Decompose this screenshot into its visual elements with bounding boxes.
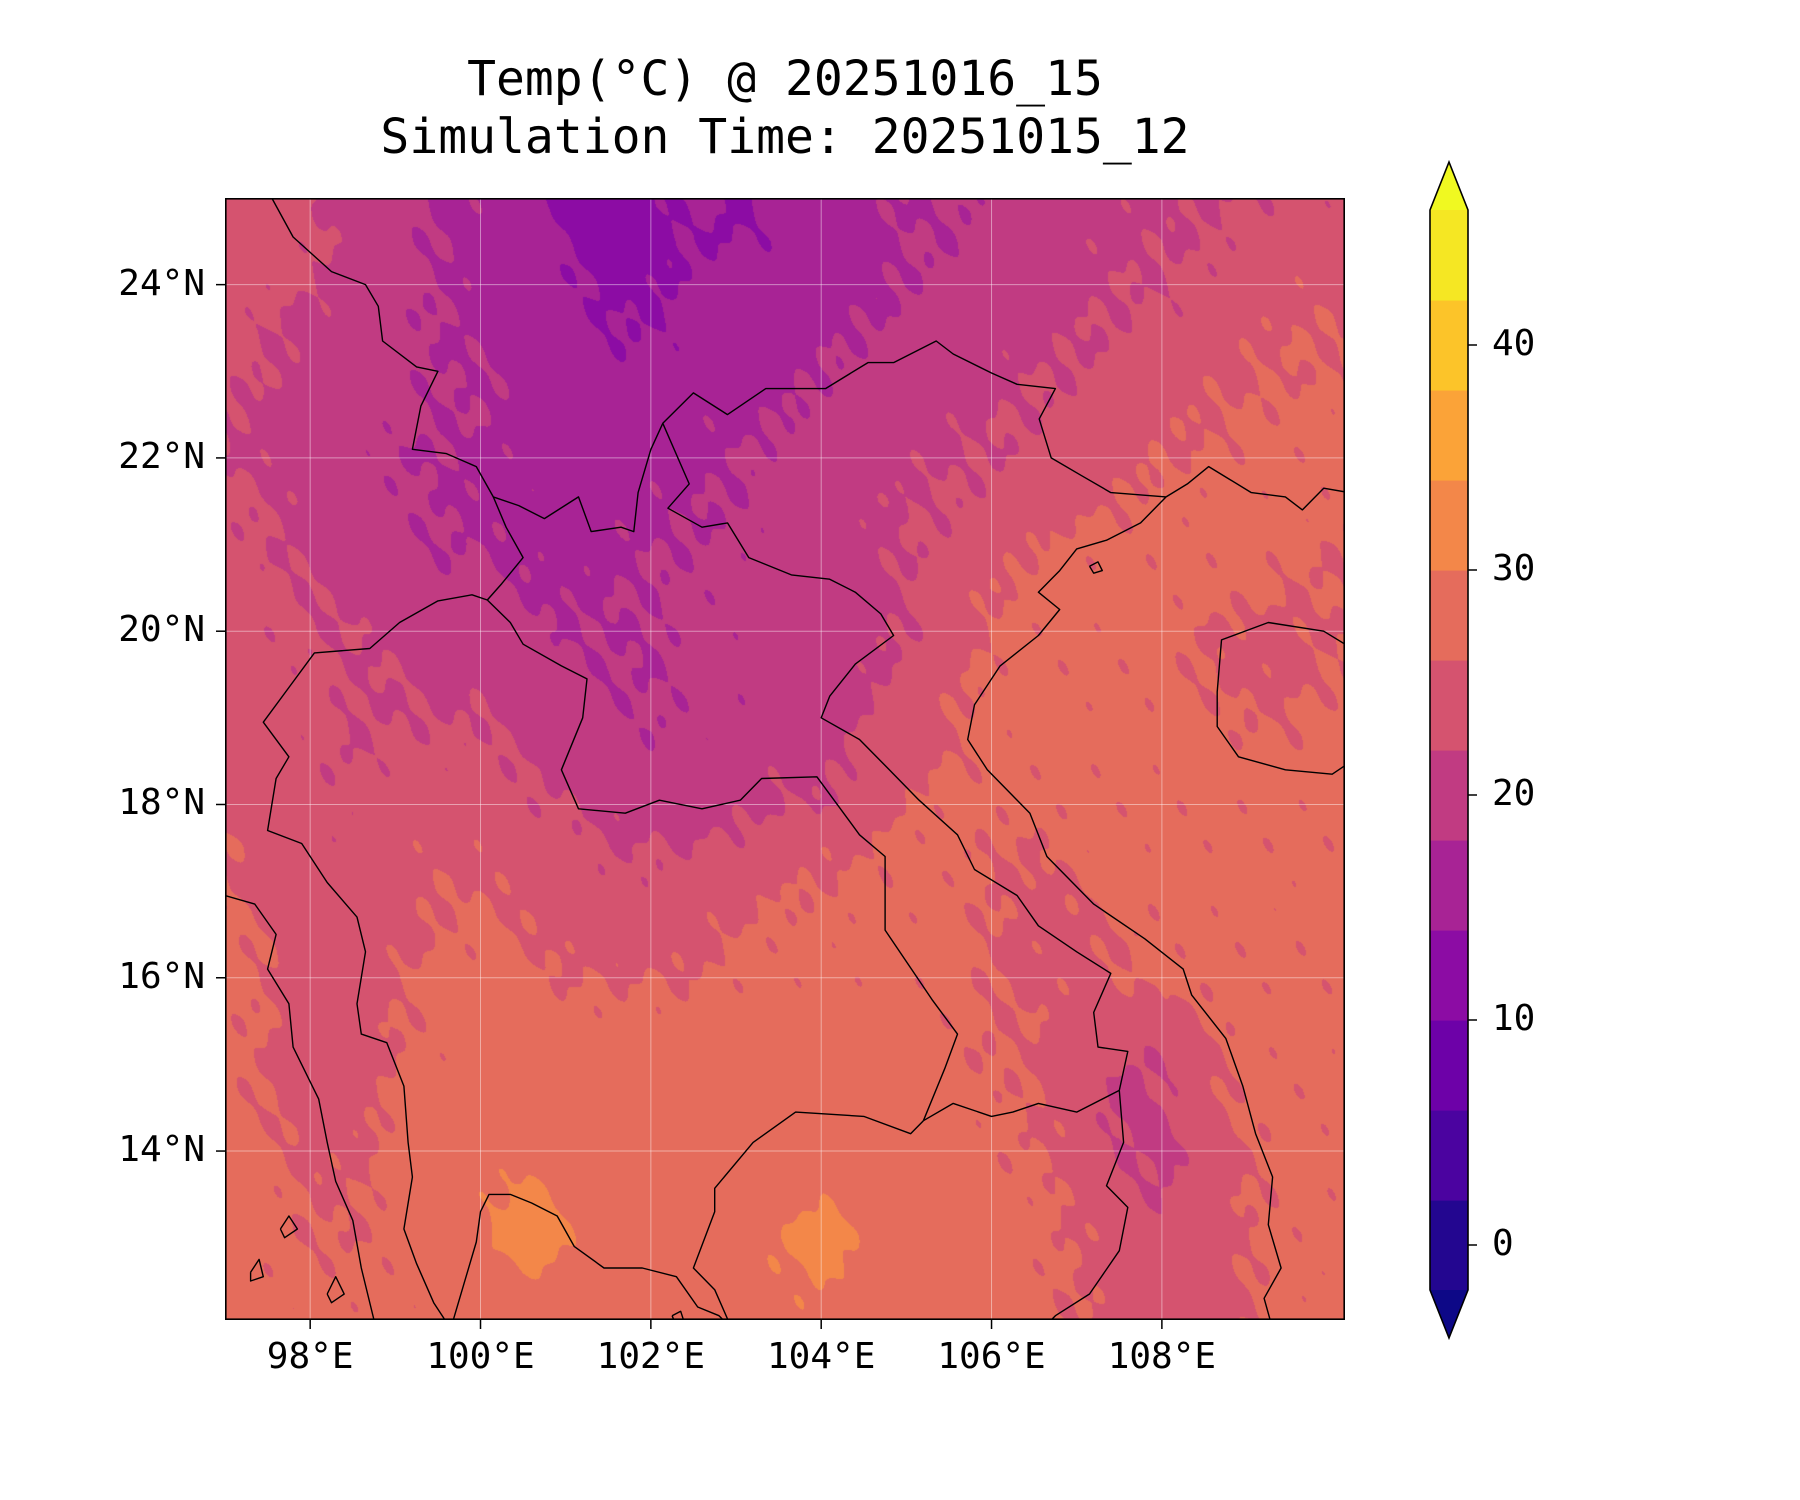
myanmar-laos-border xyxy=(486,496,524,601)
laos-vietnam-border xyxy=(662,423,1129,1091)
colorbar-tick-label: 40 xyxy=(1492,323,1536,364)
andaman-island-2 xyxy=(326,1275,345,1304)
colorbar-tick-label: 0 xyxy=(1492,1223,1514,1264)
thailand-laos-border xyxy=(486,599,959,1121)
laos-cambodia-border xyxy=(923,1089,1120,1122)
y-tick-label: 18°N xyxy=(118,782,205,824)
figure-title: Temp(°C) @ 20251016_15 Simulation Time: … xyxy=(225,50,1345,166)
andaman-island-3 xyxy=(249,1258,264,1282)
y-tick-label: 20°N xyxy=(118,609,205,651)
x-tick-label: 104°E xyxy=(767,1336,876,1377)
halong-island xyxy=(1088,561,1103,574)
gulf-of-thailand-coastline xyxy=(452,1193,725,1320)
map-plot-area xyxy=(216,198,1346,1329)
colorbar xyxy=(1429,159,1477,1341)
andaman-island-1 xyxy=(279,1215,299,1239)
x-tick-label: 108°E xyxy=(1107,1336,1217,1377)
y-tick-label: 16°N xyxy=(118,955,205,997)
hainan-coastline xyxy=(1216,621,1345,775)
y-tick-label: 24°N xyxy=(118,262,205,304)
colorbar-over-arrow xyxy=(1430,162,1468,210)
ko-chang-island xyxy=(671,1310,685,1320)
colorbar-tick-label: 30 xyxy=(1492,548,1536,589)
x-tick-label: 106°E xyxy=(937,1336,1046,1377)
myanmar-coastline xyxy=(225,894,375,1320)
vietnam-coastline xyxy=(967,496,1282,1320)
cambodia-vietnam-border xyxy=(1050,1090,1129,1320)
y-tick-label: 22°N xyxy=(118,435,205,477)
thailand-cambodia-border xyxy=(692,1111,924,1320)
temperature-field-canvas xyxy=(225,198,1345,1320)
china-north-border xyxy=(271,198,1167,533)
x-tick-label: 100°E xyxy=(426,1336,535,1377)
y-tick-label: 14°N xyxy=(118,1129,205,1171)
x-tick-label: 102°E xyxy=(596,1336,706,1377)
colorbar-under-arrow xyxy=(1430,1290,1468,1338)
x-tick-label: 98°E xyxy=(266,1336,354,1377)
china-coastline xyxy=(1165,465,1345,511)
thailand-myanmar-border xyxy=(262,594,488,1320)
figure-title-line1: Temp(°C) @ 20251016_15 xyxy=(467,51,1103,107)
colorbar-tick-label: 20 xyxy=(1492,773,1536,814)
figure-title-line2: Simulation Time: 20251015_12 xyxy=(380,109,1190,165)
map-borders-overlay xyxy=(216,198,1346,1329)
colorbar-tick-label: 10 xyxy=(1492,998,1536,1039)
